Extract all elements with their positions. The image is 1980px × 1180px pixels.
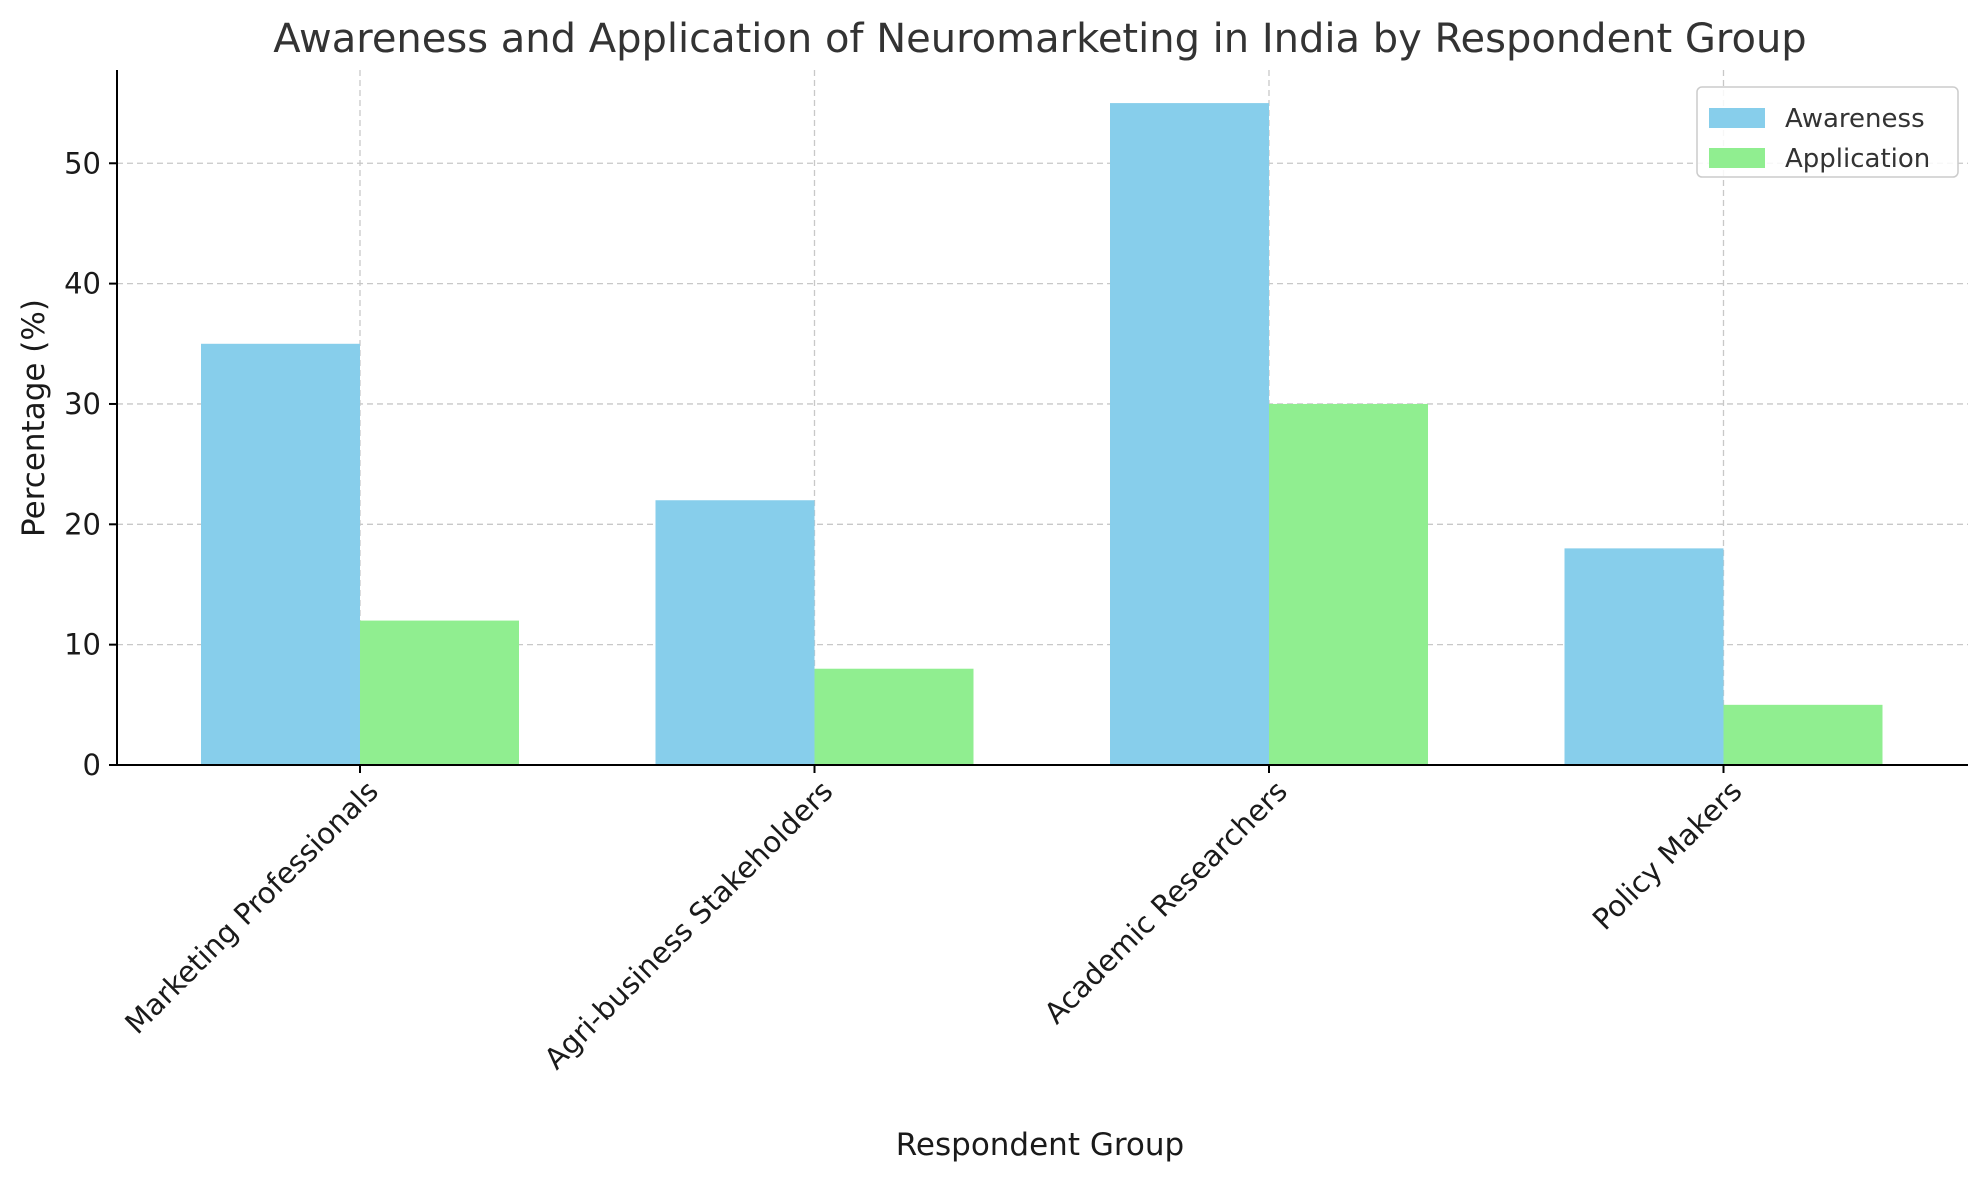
y-tick-label: 50 — [64, 146, 101, 180]
y-axis-label: Percentage (%) — [16, 299, 52, 537]
legend-swatch-awareness — [1709, 108, 1765, 128]
y-tick-label: 10 — [64, 628, 101, 662]
x-tick-label: Marketing Professionals — [118, 774, 385, 1041]
x-tick-label: Agri-business Stakeholders — [538, 774, 840, 1076]
bar-application-3 — [1269, 403, 1428, 765]
x-axis-label: Respondent Group — [896, 1127, 1184, 1163]
legend-swatch-application — [1709, 148, 1765, 168]
chart-title: Awareness and Application of Neuromarket… — [273, 16, 1806, 62]
bar-awareness-2 — [655, 500, 815, 765]
bar-application-4 — [1723, 704, 1883, 765]
bar-awareness-3 — [1110, 103, 1269, 766]
axes — [116, 70, 1968, 766]
y-tick-label: 0 — [83, 748, 101, 782]
bar-awareness-4 — [1564, 548, 1724, 765]
legend: Awareness Application — [1696, 86, 1959, 178]
legend-label-application: Application — [1785, 144, 1930, 174]
y-tick-label: 20 — [64, 507, 101, 541]
bar-awareness-1 — [201, 343, 360, 765]
legend-label-awareness: Awareness — [1785, 104, 1925, 134]
bars — [201, 103, 1883, 766]
x-tick-label: Policy Makers — [1586, 774, 1749, 937]
y-tick-label: 30 — [64, 387, 101, 421]
y-tick-label: 40 — [64, 267, 101, 301]
bar-application-2 — [814, 668, 974, 765]
bar-application-1 — [360, 620, 519, 765]
x-tick-label: Academic Researchers — [1038, 774, 1294, 1030]
